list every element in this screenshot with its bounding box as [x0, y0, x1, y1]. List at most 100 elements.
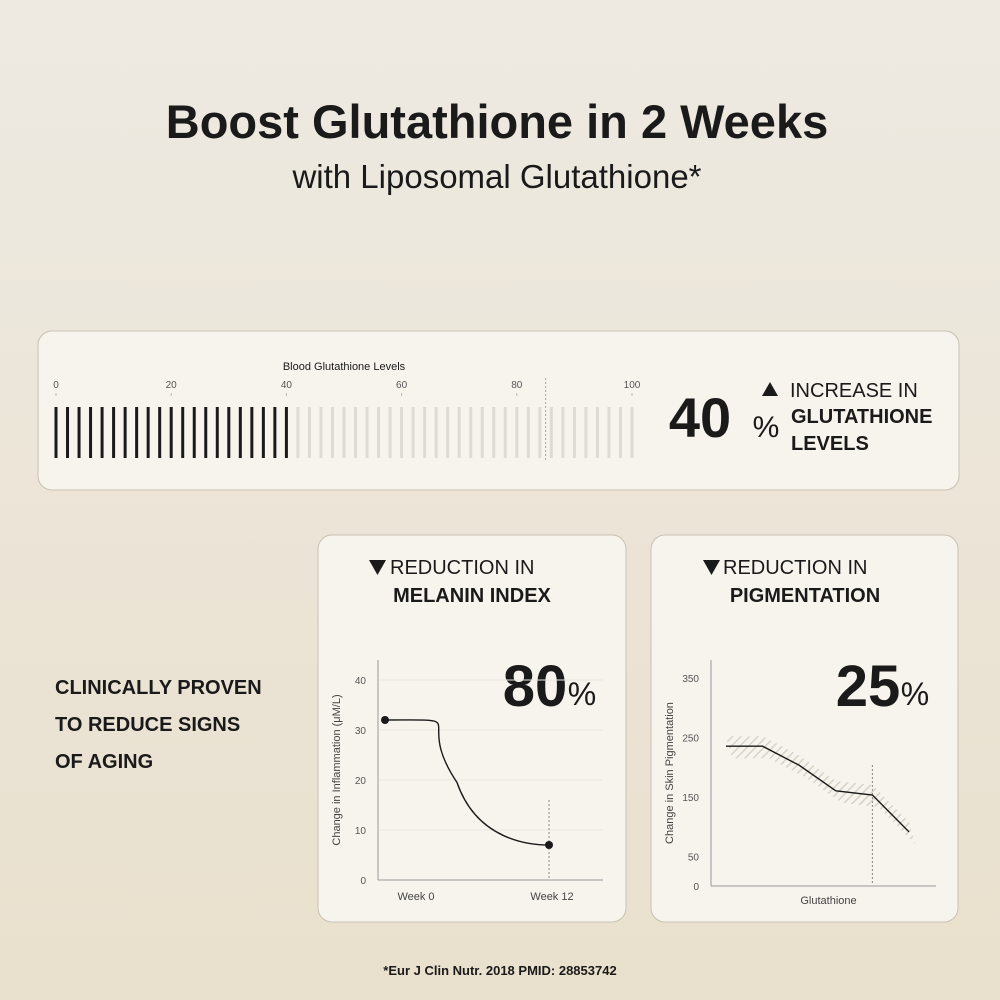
heading: REDUCTION IN: [723, 557, 867, 579]
line: [384, 719, 550, 846]
heading: REDUCTION IN: [390, 557, 534, 579]
y-tick-label: 40: [355, 676, 367, 687]
x-tick-label: 60: [396, 380, 408, 391]
point: [545, 841, 553, 849]
y-tick-label: 0: [693, 882, 699, 893]
claim-line: CLINICALLY PROVEN: [55, 677, 262, 699]
gauge-bar: [100, 407, 104, 458]
stat-line: INCREASE IN: [790, 380, 918, 402]
down-triangle: [369, 560, 386, 575]
gauge-bar: [135, 407, 139, 458]
stat-line: GLUTATHIONE: [791, 406, 932, 428]
y-axis-label: Change in Skin Pigmentation: [664, 702, 676, 844]
gauge-bar: [192, 407, 196, 458]
gauge-fill: [54, 407, 288, 458]
gauge-bar: [457, 407, 461, 458]
gauge-bar: [319, 407, 323, 458]
gauge-bar: [158, 407, 162, 458]
x-tick-label: Week 12: [530, 891, 573, 903]
gauge-bar: [261, 407, 265, 458]
gauge-bar: [181, 407, 185, 458]
gauge-bar: [549, 407, 553, 458]
gauge-bar: [377, 407, 381, 458]
gauge-track: [296, 407, 634, 458]
gauge-bar: [250, 407, 254, 458]
gauge-bar: [238, 407, 242, 458]
gauge-bar: [342, 407, 346, 458]
line: [726, 745, 910, 833]
y-tick-label: 0: [360, 876, 366, 887]
gauge-bar: [89, 407, 93, 458]
footnote: *Eur J Clin Nutr. 2018 PMID: 28853742: [383, 963, 616, 978]
stat-value: 25: [836, 654, 901, 719]
y-axis-label: Change in Inflammation (μM/L): [331, 694, 343, 845]
gauge-bar: [400, 407, 404, 458]
y-tick-label: 250: [682, 733, 699, 744]
gauge-bar: [307, 407, 311, 458]
x-axis-label: Glutathione: [800, 895, 856, 907]
stat-unit: %: [753, 411, 780, 444]
gauge-bar: [354, 407, 358, 458]
gauge-bar: [169, 407, 173, 458]
claim-line: TO REDUCE SIGNS: [55, 714, 240, 736]
gauge-bar: [123, 407, 127, 458]
gauge-bar: [526, 407, 530, 458]
gauge-bar: [618, 407, 622, 458]
x-tick-label: 0: [53, 380, 59, 391]
gauge-bar: [538, 407, 542, 458]
gauge-bar: [480, 407, 484, 458]
gauge-bar: [296, 407, 300, 458]
gauge-bar: [330, 407, 334, 458]
gauge-bar: [54, 407, 58, 458]
y-tick-label: 350: [682, 674, 699, 685]
card: [37, 330, 960, 491]
x-tick-label: Week 0: [397, 891, 434, 903]
gauge-bar: [365, 407, 369, 458]
y-tick-label: 50: [688, 852, 700, 863]
gauge-bar: [503, 407, 507, 458]
subtitle: with Liposomal Glutathione*: [291, 158, 701, 195]
y-tick-label: 30: [355, 726, 367, 737]
title: Boost Glutathione in 2 Weeks: [166, 95, 828, 148]
stat-line: LEVELS: [791, 433, 869, 455]
stat-unit: %: [568, 676, 596, 712]
stat-value: 80: [503, 654, 568, 719]
x-tick-label: 80: [511, 380, 523, 391]
confidence-band: [726, 736, 915, 844]
y-tick-label: 20: [355, 776, 367, 787]
gauge-bar: [595, 407, 599, 458]
down-triangle: [703, 560, 720, 575]
gauge-bar: [112, 407, 116, 458]
gauge-title: Blood Glutathione Levels: [283, 361, 406, 373]
up-triangle: [762, 382, 778, 396]
stat-unit: %: [901, 676, 929, 712]
gauge-bar: [227, 407, 231, 458]
gauge-bar: [607, 407, 611, 458]
gauge-bar: [434, 407, 438, 458]
gauge-bar: [515, 407, 519, 458]
gauge-bar: [492, 407, 496, 458]
gauge-bar: [273, 407, 277, 458]
gauge-bar: [561, 407, 565, 458]
gauge-bar: [284, 407, 288, 458]
claim-line: OF AGING: [55, 751, 153, 773]
stat-value: 40: [669, 386, 731, 449]
gauge-bar: [446, 407, 450, 458]
card: [650, 534, 959, 923]
gauge-bar: [469, 407, 473, 458]
y-tick-label: 150: [682, 793, 699, 804]
gauge-bar: [77, 407, 81, 458]
gauge-bar: [388, 407, 392, 458]
gauge-bar: [411, 407, 415, 458]
heading: MELANIN INDEX: [393, 585, 551, 607]
gauge-bar: [630, 407, 634, 458]
gauge-bar: [215, 407, 219, 458]
gauge-bar: [204, 407, 208, 458]
gauge-bar: [572, 407, 576, 458]
x-tick-label: 100: [624, 380, 641, 391]
gauge-bar: [146, 407, 150, 458]
gauge-bar: [423, 407, 427, 458]
x-tick-label: 40: [281, 380, 293, 391]
